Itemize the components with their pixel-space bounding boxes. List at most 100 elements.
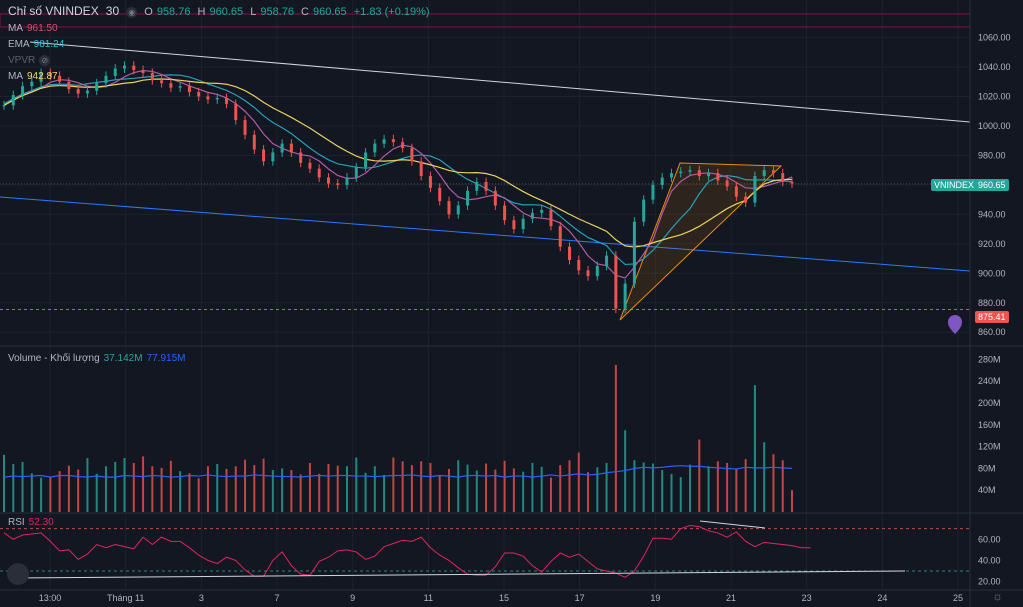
candle-body bbox=[447, 201, 451, 215]
ema-legend[interactable]: EMA 981.24 bbox=[8, 38, 68, 52]
rsi-tick-label: 60.00 bbox=[978, 534, 1001, 544]
volume-bar bbox=[364, 472, 367, 512]
time-tick-label: 23 bbox=[802, 593, 812, 603]
volume-bar bbox=[58, 471, 61, 512]
eye-icon[interactable]: ◉ bbox=[126, 6, 138, 18]
ma-slow-legend[interactable]: MA 942.87 bbox=[8, 70, 62, 84]
volume-bar bbox=[781, 460, 784, 512]
ma-fast-value: 961.50 bbox=[27, 23, 58, 34]
volume-bar bbox=[679, 477, 682, 512]
candle-body bbox=[141, 69, 145, 73]
rsi-legend[interactable]: RSI 52.30 bbox=[8, 516, 58, 530]
candle-body bbox=[169, 83, 173, 88]
candle-body bbox=[336, 183, 340, 185]
candle-body bbox=[243, 120, 247, 135]
price-tick-label: 880.00 bbox=[978, 298, 1006, 308]
price-tick-label: 980.00 bbox=[978, 150, 1006, 160]
time-tick-label: 9 bbox=[350, 593, 355, 603]
candle-body bbox=[95, 83, 99, 91]
volume-bar bbox=[299, 474, 302, 512]
close-value: 960.65 bbox=[313, 6, 347, 18]
close-label: C bbox=[301, 6, 309, 18]
volume-bar bbox=[485, 463, 488, 512]
volume-bar bbox=[587, 472, 590, 512]
candle-body bbox=[178, 86, 182, 88]
candle-body bbox=[206, 96, 210, 100]
candle-body bbox=[771, 170, 775, 174]
candle-body bbox=[558, 226, 562, 247]
volume-bar bbox=[670, 473, 673, 512]
candle-body bbox=[660, 177, 664, 185]
candle-body bbox=[540, 209, 544, 213]
time-tick-label: 11 bbox=[424, 593, 433, 603]
volume-bar bbox=[132, 462, 135, 512]
volume-bar bbox=[735, 468, 738, 512]
candle-body bbox=[21, 86, 25, 96]
candle-body bbox=[11, 95, 15, 106]
volume-tick-label: 160M bbox=[978, 420, 1001, 430]
ma-fast-legend[interactable]: MA 961.50 bbox=[8, 22, 62, 36]
chart-grid bbox=[0, 0, 970, 590]
volume-value-2: 77.915M bbox=[146, 353, 186, 364]
candle-body bbox=[317, 168, 321, 178]
volume-bar bbox=[308, 462, 311, 512]
candle-body bbox=[150, 72, 154, 81]
candle-body bbox=[289, 143, 293, 153]
tradingview-logo-icon[interactable] bbox=[7, 563, 29, 585]
volume-bar bbox=[95, 473, 98, 512]
volume-bar bbox=[40, 477, 43, 512]
settings-gear-icon[interactable]: ☼ bbox=[992, 589, 1003, 603]
price-tick-label: 920.00 bbox=[978, 239, 1006, 249]
candle-body bbox=[568, 246, 572, 261]
candle-body bbox=[234, 103, 238, 121]
candle-body bbox=[521, 218, 525, 230]
volume-bar bbox=[77, 469, 80, 512]
vpvr-legend[interactable]: VPVR ⊘ bbox=[8, 54, 54, 68]
volume-bar bbox=[744, 459, 747, 512]
volume-bar bbox=[244, 459, 247, 512]
volume-bar bbox=[614, 364, 617, 512]
candle-body bbox=[790, 181, 794, 184]
rsi-tick-label: 20.00 bbox=[978, 577, 1001, 587]
volume-bar bbox=[438, 476, 441, 512]
symbol-title: Chỉ số VNINDEX bbox=[8, 4, 99, 18]
candle-body bbox=[326, 177, 330, 184]
price-tick-label: 940.00 bbox=[978, 209, 1006, 219]
time-tick-label: 21 bbox=[726, 593, 736, 603]
candle-body bbox=[781, 173, 785, 182]
candle-body bbox=[632, 221, 636, 284]
volume-bar bbox=[540, 466, 543, 512]
low-value: 958.76 bbox=[260, 6, 294, 18]
volume-legend[interactable]: Volume - Khối lượng 37.142M 77.915M bbox=[8, 352, 189, 366]
volume-bar bbox=[327, 464, 330, 512]
candle-body bbox=[382, 139, 386, 144]
volume-bar bbox=[216, 464, 219, 512]
candle-body bbox=[438, 187, 442, 202]
volume-bar bbox=[698, 439, 701, 512]
time-tick-label: 19 bbox=[650, 593, 660, 603]
volume-bar bbox=[494, 469, 497, 512]
rsi-name: RSI bbox=[8, 517, 25, 528]
interval-label[interactable]: 30 bbox=[105, 4, 120, 18]
hidden-eye-icon[interactable]: ⊘ bbox=[39, 54, 51, 66]
candle-body bbox=[762, 170, 766, 177]
volume-tick-label: 200M bbox=[978, 398, 1001, 408]
open-label: O bbox=[144, 6, 153, 18]
candle-body bbox=[67, 81, 71, 90]
time-tick-label: 25 bbox=[953, 593, 963, 603]
volume-name: Volume - Khối lượng bbox=[8, 353, 100, 364]
ma-slow-value: 942.87 bbox=[27, 71, 58, 82]
candle-body bbox=[734, 186, 738, 197]
candle-body bbox=[651, 184, 655, 200]
candle-body bbox=[30, 81, 34, 87]
candle-body bbox=[716, 173, 720, 181]
volume-bar bbox=[661, 470, 664, 512]
candle-body bbox=[76, 89, 80, 94]
candle-body bbox=[614, 255, 618, 309]
volume-bar bbox=[503, 460, 506, 512]
candle-body bbox=[345, 177, 349, 185]
candle-body bbox=[428, 176, 432, 188]
price-tick-label: 1000.00 bbox=[978, 121, 1011, 131]
